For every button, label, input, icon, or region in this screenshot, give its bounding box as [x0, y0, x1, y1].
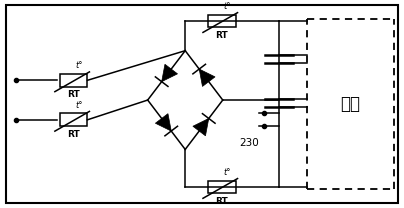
Bar [60, 113, 87, 126]
Text: t°: t° [224, 2, 231, 11]
Text: t°: t° [76, 101, 83, 110]
Text: RT: RT [67, 90, 80, 99]
Text: RT: RT [215, 31, 228, 40]
Text: t°: t° [76, 61, 83, 71]
Text: RT: RT [67, 130, 80, 139]
Text: RT: RT [215, 197, 228, 206]
Polygon shape [162, 64, 177, 82]
Bar [208, 181, 236, 193]
Bar [208, 15, 236, 27]
Text: 230: 230 [240, 137, 259, 147]
Polygon shape [199, 69, 215, 87]
Bar [60, 74, 87, 87]
Polygon shape [156, 114, 171, 131]
Text: 负荷: 负荷 [340, 95, 360, 113]
Polygon shape [193, 118, 209, 136]
Text: t°: t° [224, 168, 231, 177]
